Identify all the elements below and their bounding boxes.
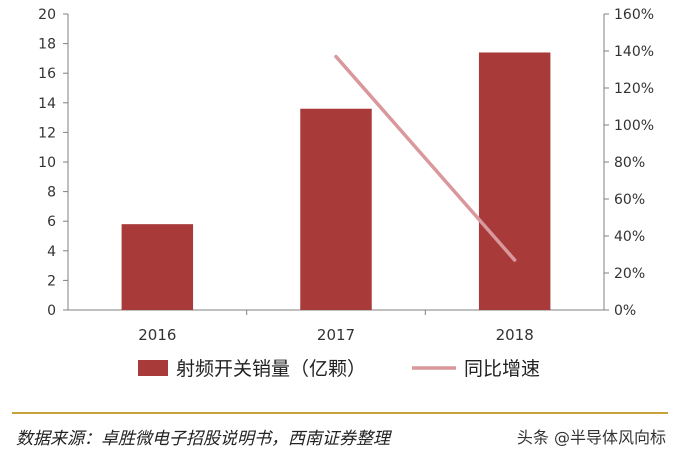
- growth-line-path: [334, 54, 517, 262]
- bar: [121, 224, 194, 310]
- x-tick-label: 2016: [138, 326, 176, 344]
- right-tick-label: 40%: [614, 229, 645, 245]
- left-tick-label: 8: [47, 185, 56, 201]
- left-tick-label: 20: [38, 7, 56, 23]
- left-tick-label: 14: [38, 96, 56, 112]
- left-tick-label: 18: [38, 37, 56, 53]
- right-tick-label: 140%: [614, 44, 654, 60]
- left-tick-label: 6: [47, 214, 56, 230]
- right-tick-label: 160%: [614, 7, 654, 23]
- left-tick-label: 2: [47, 273, 56, 289]
- source-divider: [12, 412, 668, 414]
- legend-label-bar: 射频开关销量（亿颗）: [176, 358, 366, 380]
- legend-label-line: 同比增速: [464, 358, 540, 380]
- left-tick-label: 10: [38, 155, 56, 171]
- right-tick-label: 120%: [614, 81, 654, 97]
- right-tick-label: 0%: [614, 303, 636, 319]
- bars: [121, 52, 551, 310]
- x-tick-label: 2018: [496, 326, 534, 344]
- watermark: 头条 @半导体风向标: [516, 428, 666, 447]
- right-tick-label: 80%: [614, 155, 645, 171]
- left-tick-label: 0: [47, 303, 56, 319]
- left-tick-label: 4: [47, 244, 56, 260]
- bar: [300, 108, 372, 310]
- bar: [478, 52, 551, 310]
- right-tick-label: 100%: [614, 118, 654, 134]
- left-tick-label: 16: [38, 66, 56, 82]
- x-tick-label: 2017: [317, 326, 355, 344]
- legend-swatch-bar: [138, 360, 168, 376]
- source-note: 数据来源：卓胜微电子招股说明书，西南证券整理: [16, 429, 390, 449]
- growth-line: [334, 54, 517, 262]
- left-tick-label: 12: [38, 125, 56, 141]
- axes: 0 2 4 6 8 10 12 14 16 18 20 0% 20% 40% 60% 80% 100% 120% 1…: [38, 7, 654, 344]
- chart: 0 2 4 6 8 10 12 14 16 18 20 0% 20% 40% 60% 80% 100% 120% 1…: [38, 7, 654, 380]
- right-tick-label: 60%: [614, 192, 645, 208]
- legend: 射频开关销量（亿颗） 同比增速: [138, 358, 540, 380]
- right-tick-label: 20%: [614, 266, 645, 282]
